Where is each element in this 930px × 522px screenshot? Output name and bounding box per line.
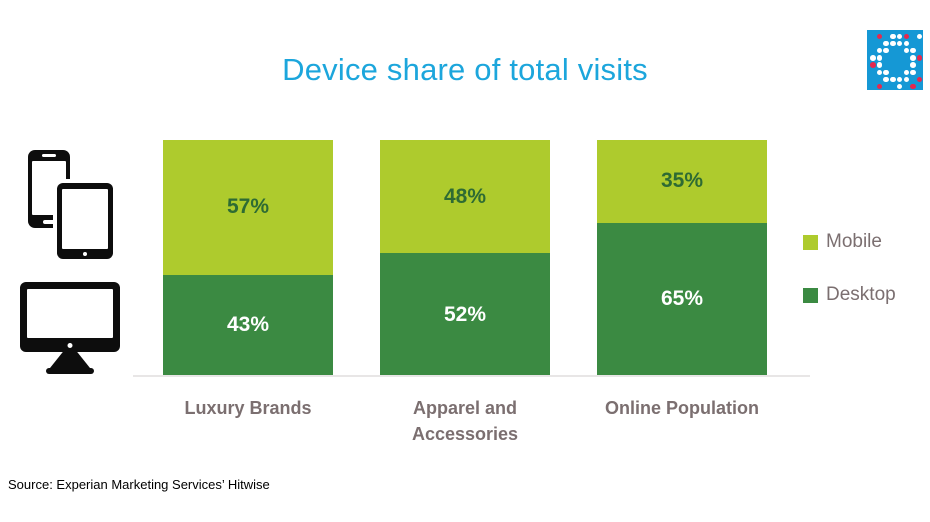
- segment-mobile: 35%: [597, 140, 767, 223]
- segment-desktop: 52%: [380, 253, 550, 376]
- chart-title: Device share of total visits: [282, 52, 648, 87]
- logo-dot: [890, 40, 896, 47]
- monitor-screen: [27, 289, 113, 338]
- segment-value-label: 35%: [660, 169, 704, 193]
- segment-mobile: 48%: [380, 140, 550, 254]
- logo-dot: [910, 47, 916, 54]
- logo-dot: [890, 76, 896, 83]
- phone-speaker-slot: [42, 154, 56, 157]
- monitor-base: [46, 368, 94, 374]
- bar-apparel-and-accessories: 48% 52%: [380, 140, 550, 376]
- logo-dot: [896, 33, 903, 40]
- desktop-monitor-icon: [20, 282, 120, 352]
- logo-dot: [890, 33, 896, 40]
- chart-legend: Mobile Desktop: [803, 231, 896, 337]
- dotted-square-logo: [867, 30, 923, 90]
- segment-value-label: 52%: [443, 302, 487, 326]
- legend-label: Mobile: [826, 231, 882, 252]
- logo-dot: [876, 83, 883, 90]
- category-label: Apparel and Accessories: [411, 398, 519, 445]
- segment-value-label: 57%: [226, 195, 270, 219]
- logo-dot: [910, 55, 916, 61]
- logo-dot: [896, 83, 903, 90]
- logo-dot: [910, 69, 916, 76]
- logo-dot: [876, 47, 883, 54]
- logo-dot: [870, 55, 876, 61]
- legend-item-desktop: Desktop: [803, 284, 896, 306]
- legend-label: Desktop: [826, 284, 896, 305]
- logo-dot: [903, 33, 910, 40]
- logo-dot: [876, 33, 883, 40]
- logo-dot: [903, 40, 910, 47]
- logo-dot: [883, 76, 889, 83]
- category-label: Luxury Brands: [184, 398, 312, 418]
- logo-dot: [903, 47, 910, 54]
- legend-swatch-desktop: [803, 287, 818, 303]
- tablet-icon: [57, 183, 113, 259]
- logo-dot: [910, 62, 916, 68]
- logo-dot: [916, 33, 923, 40]
- category-labels: Luxury Brands Apparel and Accessories Onli…: [163, 395, 767, 447]
- logo-dot: [883, 69, 889, 76]
- category-label: Online Population: [605, 398, 759, 418]
- x-axis-line: [133, 375, 810, 377]
- logo-dot: [883, 47, 889, 54]
- source-note: Source: Experian Marketing Services’ Hit…: [8, 477, 270, 492]
- legend-swatch-mobile: [803, 234, 818, 250]
- stacked-bar-chart: 57% 43% 48% 52% 35% 65%: [163, 140, 767, 376]
- logo-dot: [916, 76, 923, 83]
- logo-dot: [896, 76, 903, 83]
- logo-dot: [903, 69, 910, 76]
- logo-dot: [876, 62, 883, 68]
- legend-item-mobile: Mobile: [803, 231, 896, 253]
- tablet-home-button: [83, 252, 87, 256]
- logo-dot: [883, 40, 889, 47]
- logo-dot: [896, 40, 903, 47]
- logo-dot: [903, 76, 910, 83]
- monitor-stand: [50, 352, 90, 368]
- phone-home-slot: [43, 220, 55, 224]
- bar-online-population: 35% 65%: [597, 140, 767, 376]
- monitor-power-dot: [67, 343, 73, 348]
- segment-desktop: 43%: [163, 274, 333, 376]
- segment-value-label: 43%: [226, 313, 270, 337]
- segment-value-label: 48%: [443, 184, 487, 208]
- logo-dot: [916, 55, 923, 61]
- segment-mobile: 57%: [163, 140, 333, 275]
- segment-desktop: 65%: [597, 222, 767, 376]
- logo-dot: [876, 55, 883, 61]
- logo-dot: [870, 62, 876, 68]
- logo-dot: [910, 83, 916, 90]
- logo-dot: [876, 69, 883, 76]
- bar-luxury-brands: 57% 43%: [163, 140, 333, 376]
- tablet-screen: [62, 189, 108, 249]
- segment-value-label: 65%: [660, 287, 704, 311]
